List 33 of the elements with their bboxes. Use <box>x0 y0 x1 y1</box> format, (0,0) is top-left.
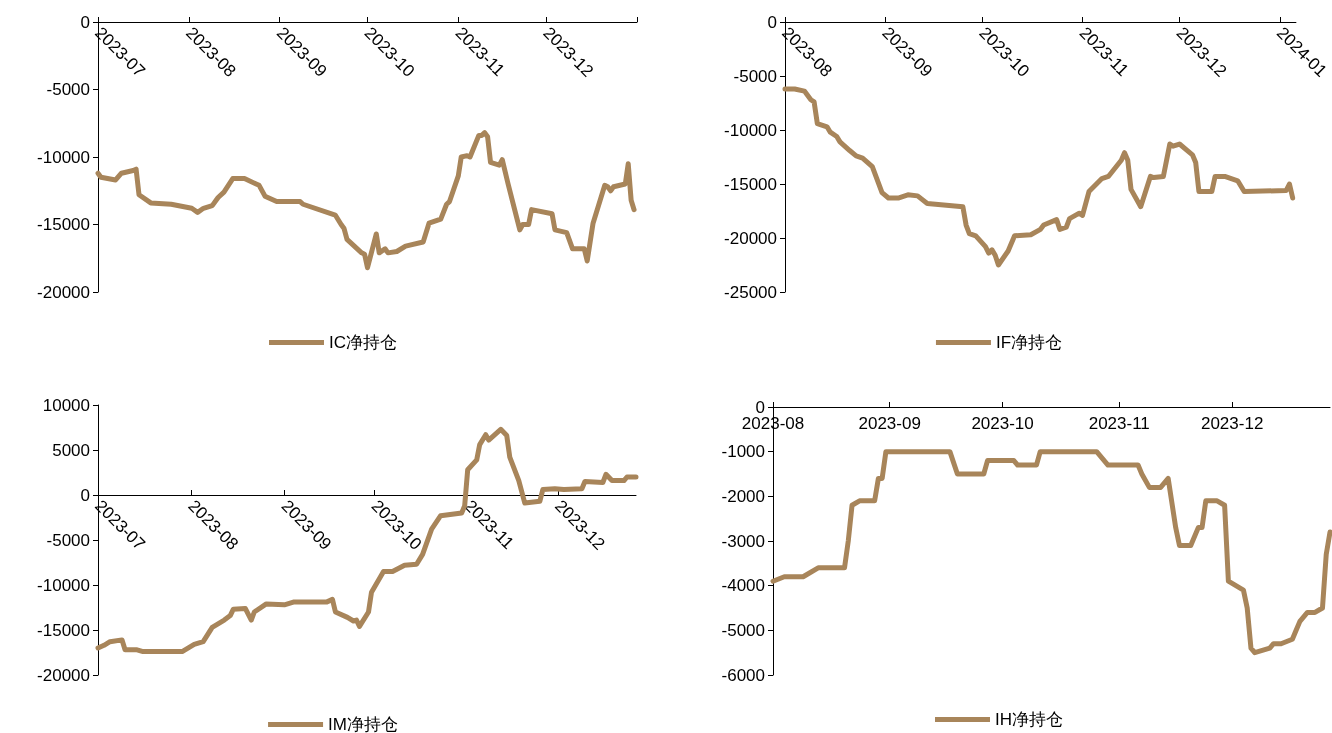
y-tick-label: -20000 <box>724 228 777 248</box>
y-tick-label: -20000 <box>37 282 90 302</box>
y-tick-label: -6000 <box>721 665 765 685</box>
y-tick-label: -20000 <box>37 665 90 685</box>
y-tick-label: 10000 <box>42 395 90 415</box>
x-tick-label: 2023-10 <box>971 414 1034 433</box>
y-tick-label: -5000 <box>46 80 90 99</box>
y-tick-label: -4000 <box>721 576 765 596</box>
y-tick-label: 0 <box>767 12 777 32</box>
y-tick-label: -10000 <box>37 147 90 167</box>
y-tick-label: 0 <box>80 12 90 32</box>
x-tick-label: 2023-09 <box>858 414 921 433</box>
y-tick-label: 0 <box>80 485 90 505</box>
x-tick-label: 2023-12 <box>1200 414 1264 433</box>
y-tick-label: -2000 <box>721 486 765 506</box>
y-tick-label: -15000 <box>37 215 90 234</box>
y-tick-label: -1000 <box>721 442 765 462</box>
legend-label: IH净持仓 <box>995 710 1063 729</box>
y-tick-label: -15000 <box>724 174 777 194</box>
legend-label: IM净持仓 <box>328 715 398 733</box>
y-tick-label: -10000 <box>724 120 777 140</box>
legend-label: IF净持仓 <box>995 333 1063 352</box>
y-tick-label: -15000 <box>37 620 90 640</box>
y-tick-label: -3000 <box>721 531 765 551</box>
x-tick-label: 2023-11 <box>1088 414 1150 433</box>
y-tick-label: -5000 <box>733 66 777 86</box>
y-tick-label: 5000 <box>52 440 90 460</box>
y-tick-label: -5000 <box>46 530 90 550</box>
legend-label: IC净持仓 <box>329 333 397 352</box>
y-tick-label: 0 <box>755 397 765 417</box>
y-tick-label: -5000 <box>721 620 765 640</box>
y-tick-label: -10000 <box>37 575 90 595</box>
y-tick-label: -25000 <box>724 282 777 302</box>
